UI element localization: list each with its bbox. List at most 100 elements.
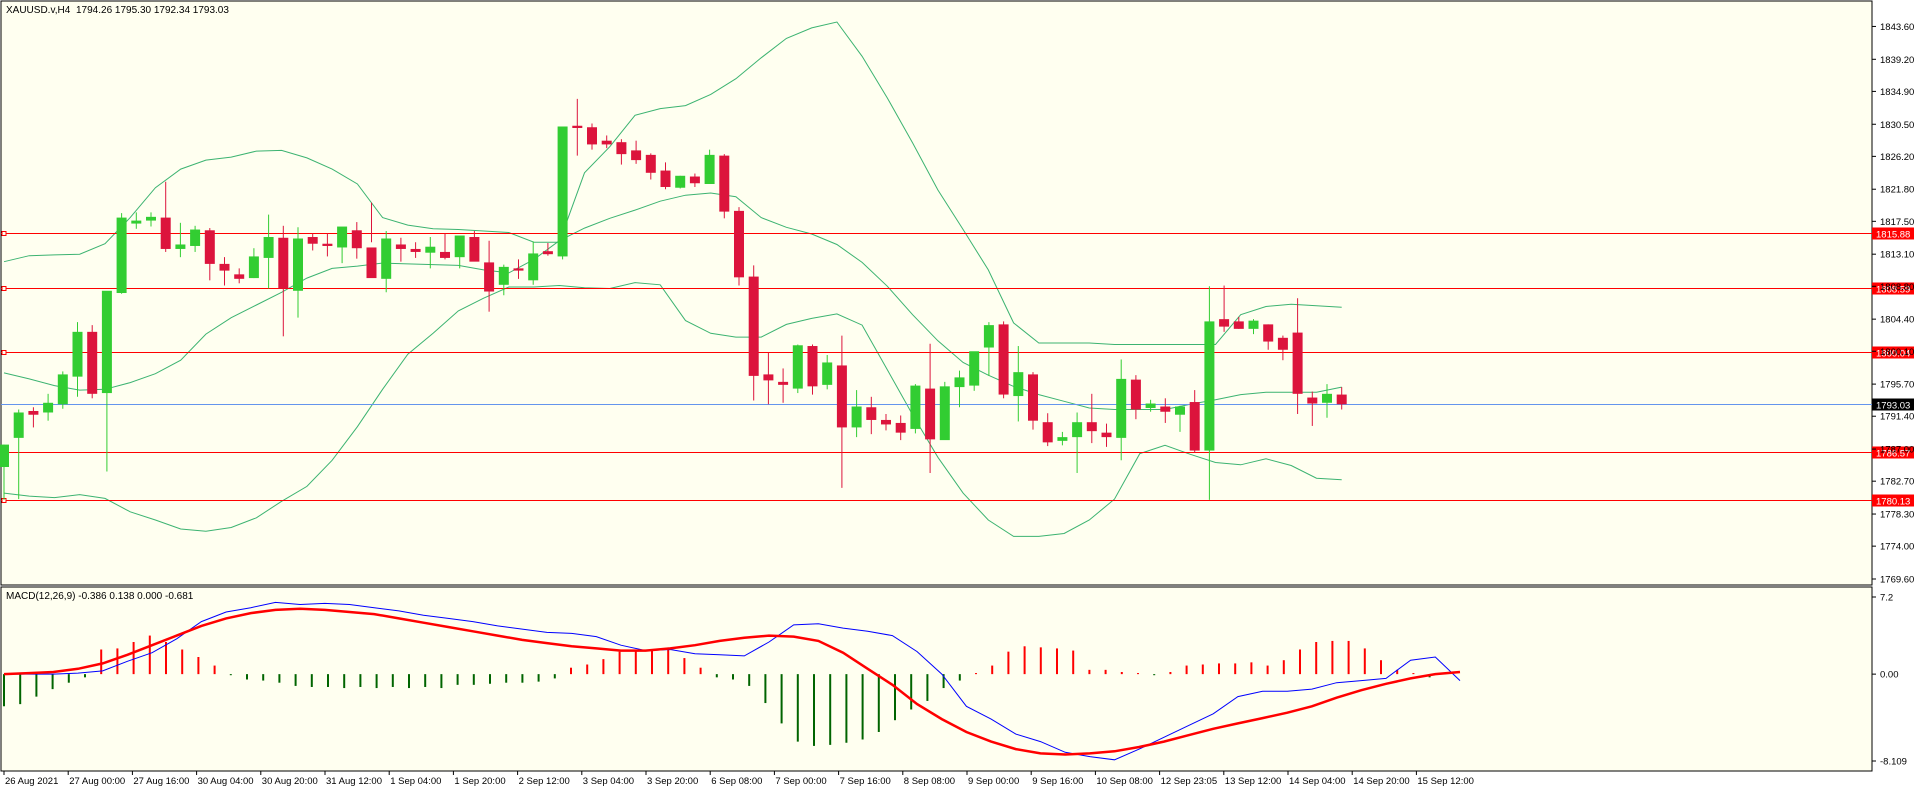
candle-body	[1307, 397, 1318, 404]
candle	[969, 351, 980, 391]
candle-body	[792, 345, 803, 389]
candle	[395, 237, 406, 262]
time-tick-label: 14 Sep 04:00	[1289, 776, 1346, 787]
candle-body	[263, 237, 274, 258]
candle	[101, 290, 112, 472]
symbol-label: XAUUSD.v,H4	[6, 5, 71, 16]
time-tick-label: 3 Sep 04:00	[583, 776, 634, 787]
candle	[219, 257, 230, 286]
macd-pane[interactable]	[0, 586, 1873, 772]
level-anchor	[1, 231, 7, 236]
candle	[13, 409, 24, 500]
candle	[307, 233, 318, 251]
candle-body	[322, 243, 333, 246]
candle-body	[1204, 321, 1215, 451]
candle-body	[1028, 374, 1038, 421]
candle	[513, 259, 524, 279]
candle-body	[542, 251, 553, 255]
price-tick-label: 1821.80	[1880, 185, 1914, 196]
candle	[337, 226, 348, 264]
time-tick-label: 30 Aug 20:00	[262, 776, 318, 787]
candle-body	[1145, 403, 1156, 409]
price-axis: 1843.60 1839.20 1834.90 1830.50 1826.20 1821.…	[1872, 22, 1914, 586]
level-price-tag	[1872, 227, 1914, 240]
candle	[587, 123, 597, 150]
candle	[1160, 398, 1171, 423]
level-price-tag	[1872, 282, 1914, 295]
candle-body	[1219, 319, 1230, 327]
candle	[925, 343, 936, 473]
price-tick-label: 1830.50	[1880, 120, 1914, 131]
candle	[660, 162, 671, 190]
candle-body	[836, 365, 847, 428]
candle-body	[645, 154, 656, 173]
candle	[881, 413, 891, 431]
level-anchor	[1, 286, 7, 291]
candle	[425, 237, 436, 269]
candle-body	[248, 256, 259, 279]
price-tick-label: 1826.20	[1880, 152, 1914, 163]
price-tick-label: 1808.80	[1880, 282, 1914, 293]
candle-body	[1160, 406, 1171, 412]
candle	[160, 181, 171, 252]
candle	[0, 444, 9, 500]
macd-tick-label: 0.00	[1880, 670, 1899, 681]
time-tick-label: 12 Sep 23:05	[1161, 776, 1218, 787]
candle-body	[1248, 320, 1259, 329]
candle	[1028, 372, 1038, 430]
candle	[1013, 346, 1024, 422]
candle-body	[425, 246, 436, 253]
candle-body	[763, 374, 774, 381]
candle	[454, 235, 465, 269]
candle	[72, 322, 83, 397]
candle-body	[469, 237, 480, 262]
macd-label: MACD(12,26,9) -0.386 0.138 0.000 -0.681	[6, 591, 194, 602]
candle-body	[395, 244, 406, 249]
candle	[1219, 285, 1230, 332]
candle-body	[28, 410, 39, 415]
candle	[1277, 335, 1288, 361]
candle-body	[587, 127, 597, 145]
candle-body	[293, 238, 303, 291]
candle	[1116, 359, 1127, 461]
price-pane[interactable]	[0, 0, 1873, 586]
candle	[248, 248, 259, 279]
candle	[851, 390, 862, 438]
candle-body	[307, 237, 318, 244]
candle-body	[146, 216, 156, 221]
time-tick-label: 15 Sep 12:00	[1417, 776, 1474, 787]
candle	[998, 321, 1009, 399]
candle-body	[381, 238, 392, 279]
candle-body	[895, 422, 906, 433]
time-tick-label: 27 Aug 00:00	[69, 776, 125, 787]
candle-body	[234, 274, 245, 279]
candle	[440, 233, 450, 260]
macd-signal-line	[3, 607, 1461, 756]
candle	[1086, 393, 1097, 444]
level-price-tag	[1872, 346, 1914, 359]
time-tick-label: 9 Sep 16:00	[1032, 776, 1083, 787]
candle-body	[278, 237, 289, 289]
candle	[778, 368, 789, 403]
candle	[1057, 431, 1068, 446]
candle	[954, 370, 965, 408]
horizontal-levels[interactable]: 1815.88 1808.59 1800.04 1786.57 1780.13 1793.…	[1, 227, 1914, 508]
candle	[263, 214, 274, 289]
time-tick-label: 1 Sep 20:00	[454, 776, 505, 787]
time-axis: 26 Aug 2021 27 Aug 00:00 27 Aug 16:00 30 Au…	[3, 771, 1474, 787]
candle	[1292, 298, 1303, 414]
candle	[381, 231, 392, 293]
candle-body	[851, 406, 862, 428]
candle	[116, 213, 127, 294]
level-price-label: 1815.88	[1876, 230, 1910, 241]
candle-body	[1057, 437, 1068, 441]
candle-body	[1336, 394, 1347, 405]
price-tick-label: 1813.10	[1880, 250, 1914, 261]
candle-body	[778, 381, 789, 385]
candle-body	[631, 150, 642, 161]
candle	[704, 149, 715, 184]
candle-body	[440, 251, 450, 258]
candle-body	[1130, 379, 1141, 410]
macd-indicator	[3, 601, 1461, 761]
